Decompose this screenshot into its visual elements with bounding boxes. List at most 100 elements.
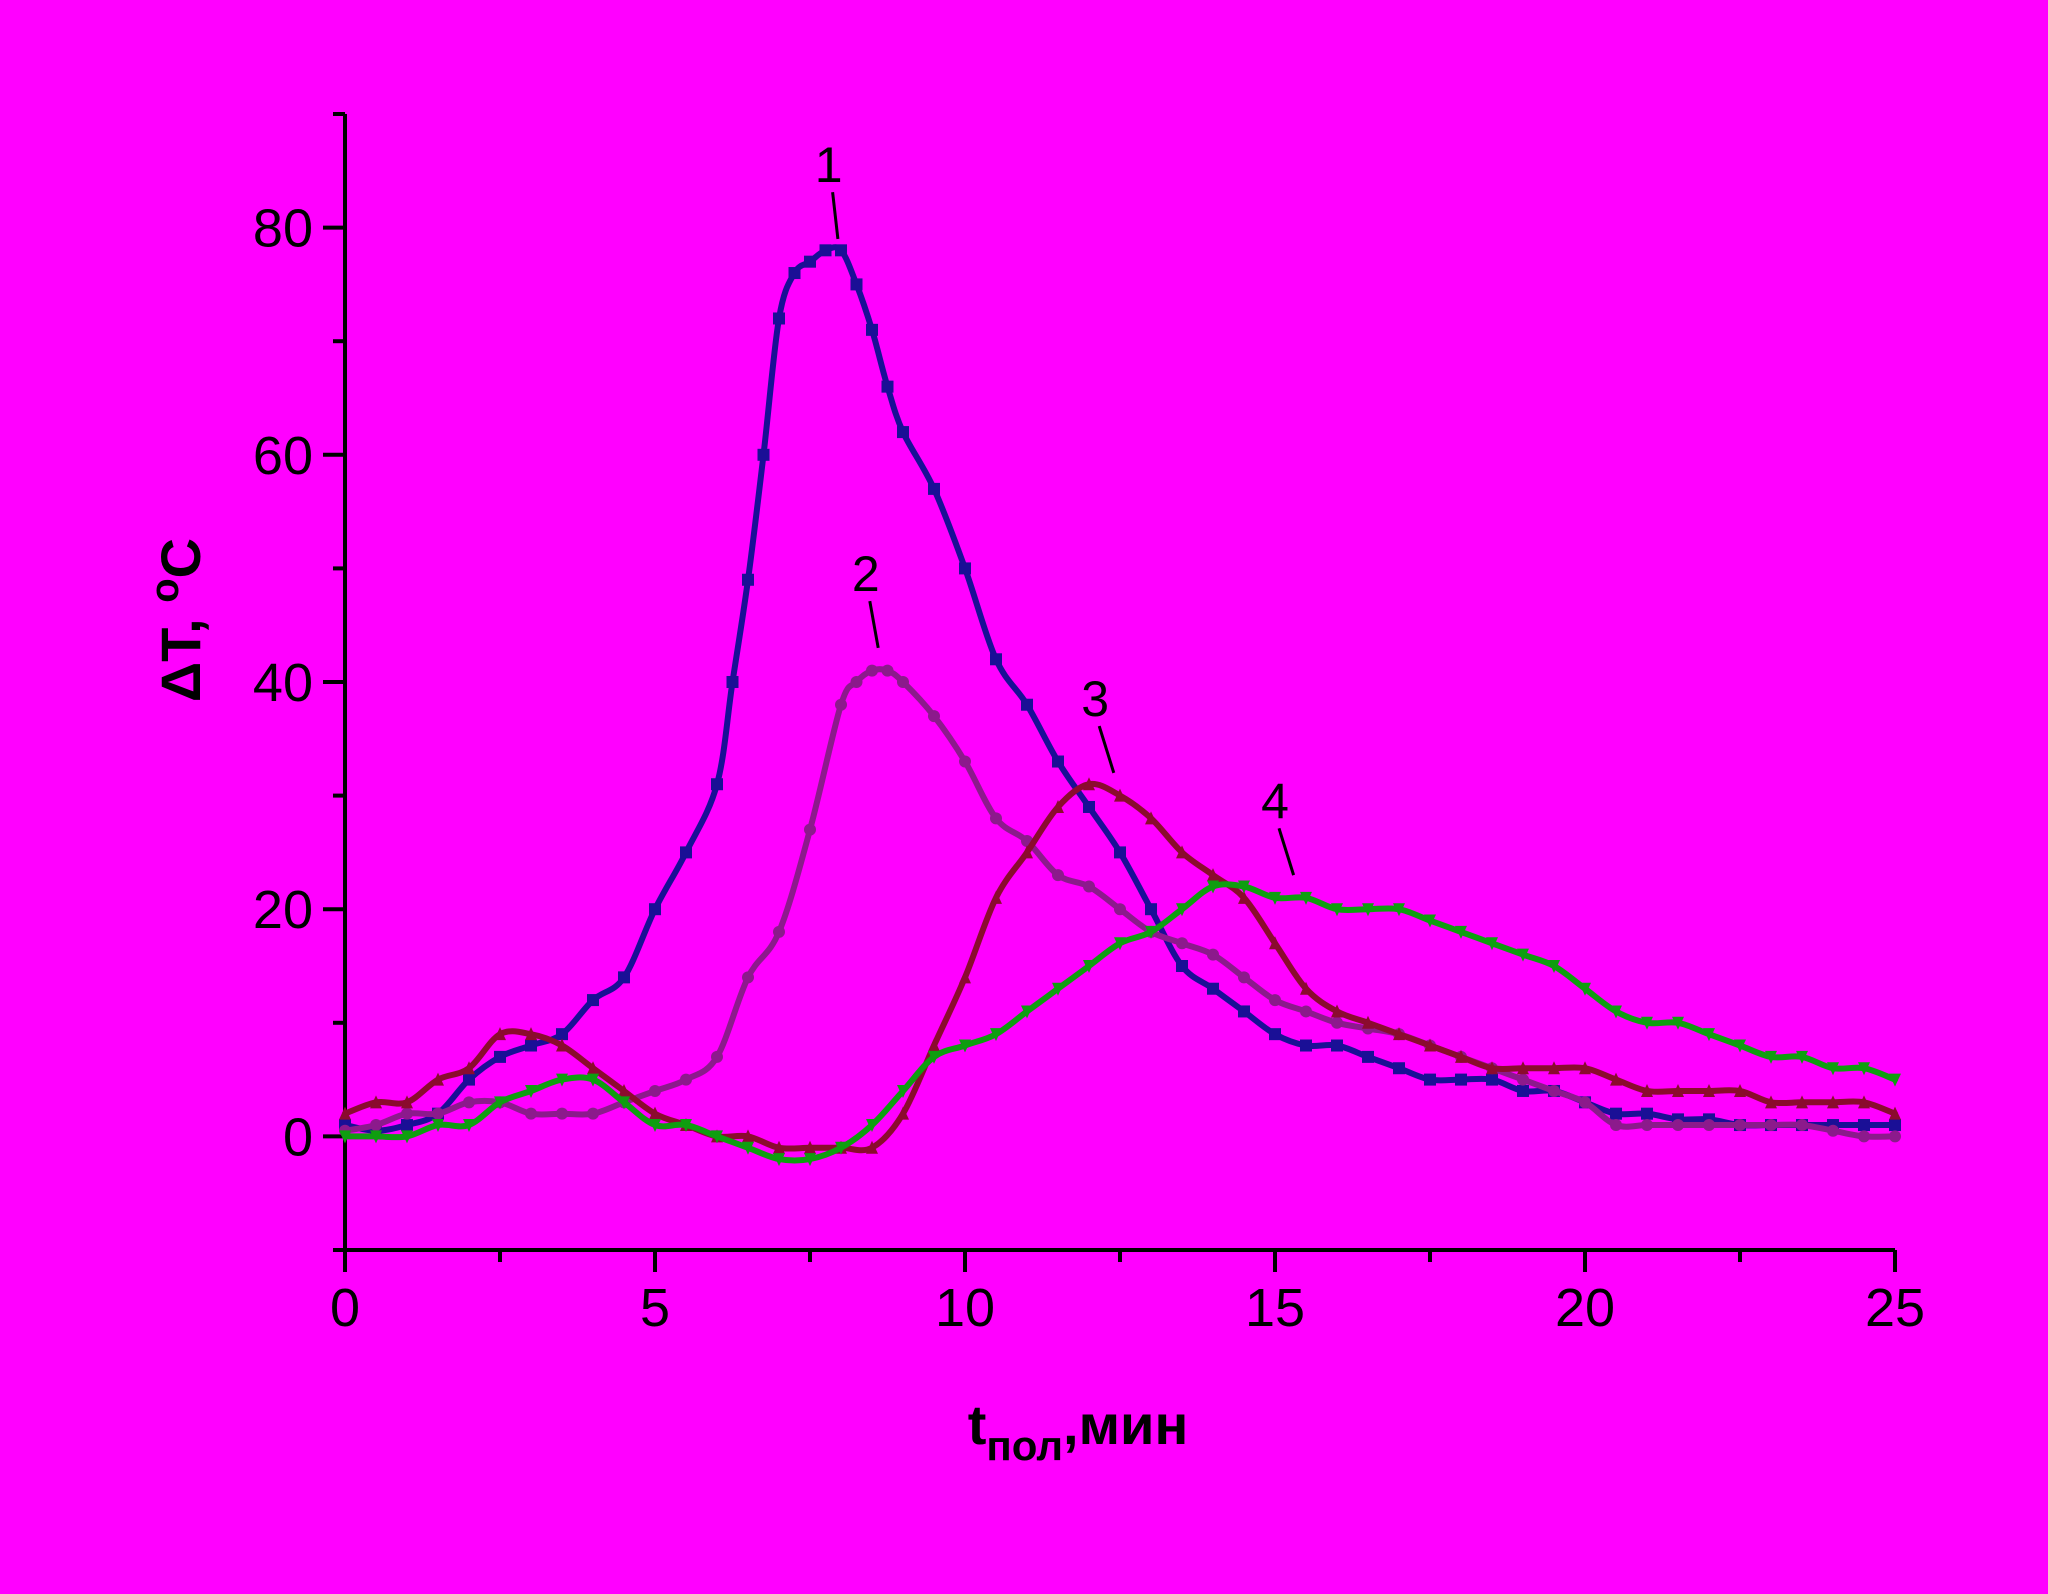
data-point [1610,1119,1622,1132]
data-point [788,267,801,280]
data-point [1269,994,1281,1007]
data-point [1393,1062,1405,1075]
data-point [1331,1016,1343,1029]
data-point [835,698,847,711]
data-point [463,1061,475,1075]
data-point [897,1106,909,1120]
data-point [587,1107,599,1120]
data-point [1858,1130,1870,1143]
data-point [1579,1061,1591,1075]
data-point [401,1095,413,1109]
data-point [897,1084,909,1098]
data-point [1114,937,1126,951]
data-point [1238,1005,1250,1018]
x-axis-title-subscript: пол [986,1422,1063,1469]
data-point [525,1084,537,1098]
data-point [1548,960,1560,973]
data-point [339,1106,351,1120]
data-point [804,1140,816,1154]
data-point [990,653,1002,666]
curve-label-leader-4 [1277,827,1296,876]
data-point [1021,1005,1033,1019]
data-point [1331,1004,1343,1018]
data-point [1083,960,1095,973]
data-point [1114,788,1126,802]
data-point [1145,903,1157,916]
data-point [1796,1119,1808,1132]
data-point [1052,982,1064,996]
data-point [711,1130,723,1144]
data-point [556,1073,568,1087]
data-point [773,925,785,938]
data-point [680,846,692,859]
data-point [1858,1095,1870,1109]
data-point [494,1096,506,1110]
data-point [1455,925,1467,939]
y-tick-label: 80 [253,199,313,259]
data-point [1424,1038,1436,1052]
data-point [649,1119,661,1133]
data-point [1021,698,1033,711]
x-axis-title-suffix: ,мин [1063,1393,1188,1456]
data-point [1765,1050,1777,1064]
series-4 [339,880,1901,1167]
data-point [1331,903,1343,917]
data-point [897,426,909,439]
data-point [1548,1061,1560,1075]
data-point [1641,1107,1653,1120]
curve-label-4: 4 [1261,773,1289,829]
data-point [587,1061,599,1075]
data-point [463,1119,475,1133]
data-point [1641,1119,1653,1132]
data-point [1362,1015,1374,1029]
data-point [1207,880,1219,894]
x-tick-label: 15 [1245,1278,1305,1338]
data-point [1579,982,1591,996]
data-point [1734,1119,1746,1132]
data-point [1176,937,1188,950]
data-point [1486,1073,1498,1086]
curve-label-leader-3 [1097,725,1116,774]
data-point [1021,845,1033,859]
data-point [1486,1061,1498,1075]
data-point [1269,891,1281,905]
y-tick-label: 20 [253,880,313,940]
data-point [959,562,971,575]
data-point [1114,903,1126,916]
data-point [1052,755,1064,768]
curve-label-2: 2 [852,546,880,602]
data-point [959,970,971,984]
data-point [835,244,847,257]
data-point [990,890,1002,904]
axes: 0 5 10 15 20 25 0 20 40 60 80 [253,112,1925,1338]
x-tick-label: 0 [330,1278,360,1338]
data-point [866,664,878,677]
data-point [1300,891,1312,905]
data-point [990,1028,1002,1042]
data-point [1083,880,1095,893]
data-point [1300,1039,1312,1052]
data-point [742,1141,754,1155]
data-point [1858,1119,1870,1132]
y-axis-title: ΔT, oC [143,538,212,702]
data-point [1331,1039,1343,1052]
data-point [1796,1095,1808,1109]
data-point [1827,1062,1839,1076]
data-point [432,1072,444,1086]
data-point [711,1050,723,1063]
y-tick-label: 40 [253,653,313,713]
data-point [866,1140,878,1154]
data-point [726,676,739,688]
data-point [881,380,894,393]
data-point [618,971,630,984]
data-point [959,1039,971,1053]
x-tick-label: 20 [1555,1278,1615,1338]
data-point [1176,845,1188,859]
x-axis-title-main: t [968,1393,987,1456]
data-point [742,971,754,984]
data-point [804,255,816,268]
y-tick-label: 0 [283,1107,313,1167]
data-point [804,1153,816,1167]
data-point [1827,1124,1839,1137]
